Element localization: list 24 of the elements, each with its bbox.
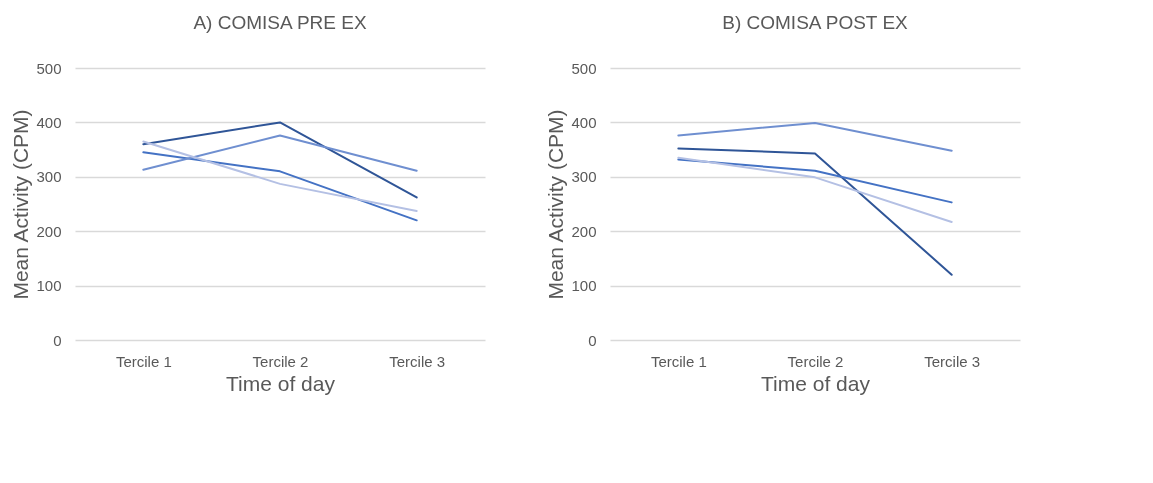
y-tick-label: 500 (571, 59, 597, 77)
x-tick-label: Tercile 3 (389, 352, 446, 370)
x-tick-label: Tercile 2 (252, 352, 309, 370)
y-tick-label: 500 (36, 59, 62, 77)
y-tick-label: 100 (571, 277, 597, 295)
y-tick-label: 300 (36, 168, 62, 186)
x-tick-label: Tercile 2 (787, 352, 844, 370)
x-tick-label: Tercile 1 (115, 352, 172, 370)
chart-title: A) COMISA PRE EX (193, 12, 367, 33)
y-tick-label: 0 (588, 331, 597, 349)
x-tick-label: Tercile 3 (924, 352, 981, 370)
x-tick-label: Tercile 1 (650, 352, 707, 370)
y-tick-label: 400 (571, 113, 597, 131)
x-axis-title: Time of day (226, 371, 336, 395)
x-axis-title: Time of day (761, 371, 871, 395)
y-axis-title: Mean Activity (CPM) (9, 109, 33, 300)
y-axis-title: Mean Activity (CPM) (544, 109, 568, 300)
y-tick-label: 0 (53, 331, 62, 349)
chart-title: B) COMISA POST EX (722, 12, 909, 33)
y-tick-label: 300 (571, 168, 597, 186)
y-tick-label: 100 (36, 277, 62, 295)
y-tick-label: 200 (36, 222, 62, 240)
y-tick-label: 400 (36, 113, 62, 131)
y-tick-label: 200 (571, 222, 597, 240)
